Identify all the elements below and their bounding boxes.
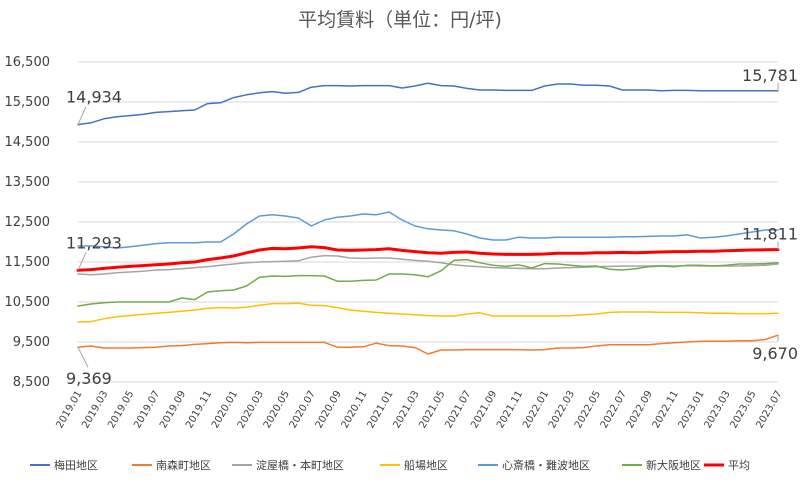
y-tick-label: 12,500	[5, 215, 51, 230]
y-tick-label: 8,500	[13, 375, 50, 390]
y-tick-label: 11,500	[5, 255, 51, 270]
y-tick-label: 10,500	[5, 295, 51, 310]
data-label: 11,293	[66, 233, 122, 252]
y-tick-label: 16,500	[5, 55, 51, 70]
series-line-5	[77, 258, 779, 307]
data-label: 15,781	[742, 66, 798, 85]
legend-label: 淀屋橋・本町地区	[256, 458, 344, 472]
y-tick-label: 15,500	[5, 95, 51, 110]
legend-label: 心斎橋・難波地区	[502, 458, 590, 472]
data-label: 9,670	[752, 344, 798, 363]
y-tick-label: 14,500	[5, 135, 51, 150]
legend-label: 平均	[728, 459, 750, 472]
series-line-6	[76, 245, 780, 272]
data-label: 14,934	[66, 88, 122, 107]
annotation-leader	[77, 347, 89, 368]
legend-label: 南森町地区	[156, 458, 211, 472]
annotation-leader	[77, 106, 87, 125]
series-line-0	[77, 82, 779, 126]
series-line-4	[77, 211, 779, 249]
series-lines	[76, 82, 780, 355]
gridlines	[78, 61, 778, 383]
y-axis-ticks: 16,500 15,500 14,500 13,500 12,500 11,500 10,5…	[5, 55, 51, 390]
series-line-1	[77, 334, 779, 355]
legend: 梅田地区 南森町地区 淀屋橋・本町地区 船場地区 心斎橋・難波地区 新大阪地区 平均	[30, 458, 750, 472]
y-tick-label: 13,500	[5, 175, 51, 190]
annotation-leader	[77, 252, 87, 271]
legend-label: 船場地区	[404, 458, 448, 472]
chart-title: 平均賃料（単位：円/坪)	[298, 9, 502, 31]
y-tick-label: 9,500	[13, 335, 50, 350]
legend-label: 新大阪地区	[646, 458, 701, 472]
data-label: 11,811	[742, 225, 798, 244]
legend-label: 梅田地区	[54, 458, 98, 472]
series-line-3	[77, 302, 779, 323]
data-annotations: 14,934 15,781 11,293 11,811 9,369 9,670	[66, 66, 798, 388]
data-label: 9,369	[66, 369, 112, 388]
